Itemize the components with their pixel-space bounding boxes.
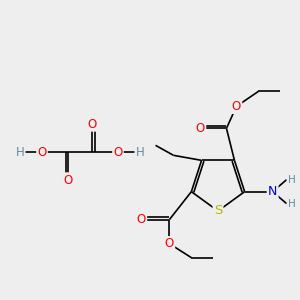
Text: O: O: [165, 237, 174, 250]
Text: H: H: [288, 175, 296, 185]
Text: S: S: [214, 205, 222, 218]
Text: N: N: [268, 185, 277, 198]
Text: O: O: [63, 173, 73, 187]
Text: O: O: [137, 213, 146, 226]
Text: H: H: [136, 146, 144, 158]
Text: O: O: [113, 146, 123, 158]
Text: O: O: [232, 100, 241, 113]
Text: O: O: [196, 122, 205, 135]
Text: H: H: [16, 146, 24, 158]
Text: O: O: [38, 146, 46, 158]
Text: H: H: [288, 199, 296, 209]
Text: O: O: [87, 118, 97, 130]
